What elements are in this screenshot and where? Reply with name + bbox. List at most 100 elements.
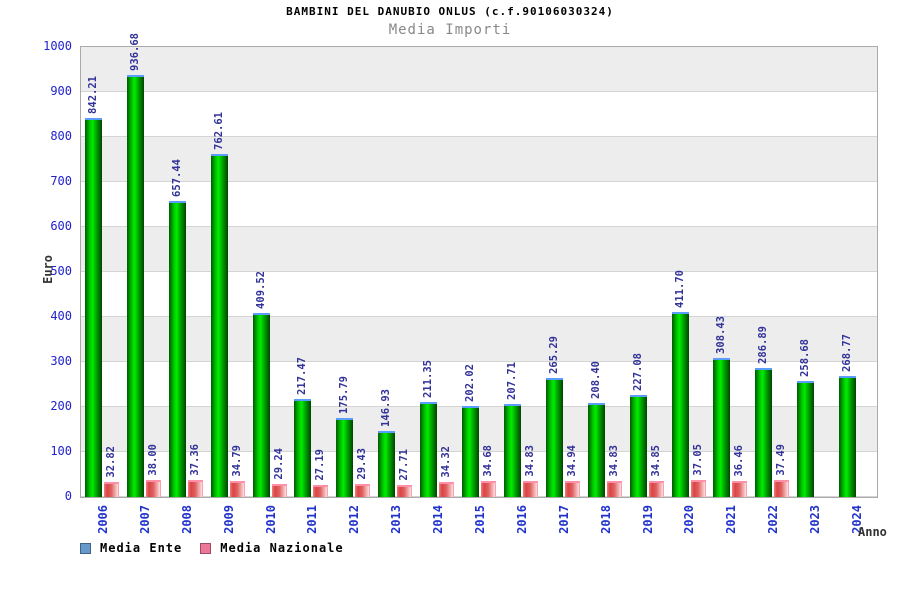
y-tick-label: 800 <box>50 129 72 143</box>
bar-group: 409.52 29.24 2010 <box>249 47 291 534</box>
bar-value-label-nazionale: 29.24 <box>272 448 285 480</box>
legend-item-media-nazionale: Media Nazionale <box>200 541 343 555</box>
bar-value-label-ente: 146.93 <box>380 389 393 427</box>
bar-value-label-nazionale: 38.00 <box>146 444 159 476</box>
y-tick-label: 900 <box>50 84 72 98</box>
bar-value-label-ente: 286.89 <box>757 326 770 364</box>
bar-value-label-ente: 411.70 <box>673 270 686 308</box>
y-axis-title: Euro <box>41 255 55 284</box>
bar-media-nazionale <box>522 481 538 497</box>
bar-value-label-nazionale: 34.68 <box>482 445 495 477</box>
x-tick-label: 2020 <box>682 505 697 534</box>
bar-media-ente <box>797 381 815 497</box>
x-tick-label: 2017 <box>556 505 571 534</box>
bar-group: 217.47 27.19 2011 <box>290 47 332 534</box>
bar-value-label-ente: 268.77 <box>841 334 854 372</box>
bar-group: 146.93 27.71 2013 <box>374 47 416 534</box>
x-tick-label: 2008 <box>179 505 194 534</box>
bar-media-ente <box>629 395 647 497</box>
bar-media-nazionale <box>271 484 287 497</box>
bar-value-label-nazionale: 34.83 <box>607 445 620 477</box>
bar-media-ente <box>210 154 228 497</box>
media-nazionale-swatch <box>200 542 212 554</box>
bar-value-label-nazionale: 27.71 <box>398 449 411 481</box>
bar-value-label-ente: 258.68 <box>799 339 812 377</box>
bar-media-ente <box>462 406 480 497</box>
chart-title: BAMBINI DEL DANUBIO ONLUS (c.f.901060303… <box>286 5 614 18</box>
bar-value-label-ente: 308.43 <box>715 316 728 354</box>
y-tick-label: 1000 <box>43 39 72 53</box>
bar-group: 842.21 32.82 2006 <box>81 47 123 534</box>
y-tick-label: 700 <box>50 174 72 188</box>
bar-media-nazionale <box>732 481 748 497</box>
legend-label-media-ente: Media Ente <box>100 541 183 555</box>
bar-media-nazionale <box>774 480 790 497</box>
y-tick-label: 300 <box>50 354 72 368</box>
bar-group: 211.35 34.32 2014 <box>416 47 458 534</box>
bar-media-ente <box>252 313 270 497</box>
bar-media-ente <box>587 403 605 497</box>
bar-group: 227.08 34.85 2019 <box>626 47 668 534</box>
x-tick-label: 2015 <box>472 505 487 534</box>
media-ente-swatch <box>80 542 91 554</box>
x-tick-label: 2019 <box>640 505 655 534</box>
bar-value-label-nazionale: 34.32 <box>440 446 453 478</box>
bar-group: 265.29 34.94 2017 <box>542 47 584 534</box>
bar-group: 175.79 29.43 2012 <box>332 47 374 534</box>
bar-value-label-nazionale: 37.05 <box>691 444 704 476</box>
bar-value-label-ente: 207.71 <box>505 362 518 400</box>
bar-value-label-ente: 217.47 <box>296 357 309 395</box>
x-tick-label: 2014 <box>431 505 446 534</box>
bar-media-ente <box>126 75 144 497</box>
bar-value-label-nazionale: 34.85 <box>649 445 662 477</box>
bar-value-label-ente: 211.35 <box>422 360 435 398</box>
bar-value-label-ente: 409.52 <box>254 271 267 309</box>
bar-media-ente <box>503 404 521 497</box>
x-tick-label: 2012 <box>347 505 362 534</box>
bar-value-label-nazionale: 34.83 <box>523 445 536 477</box>
bar-value-label-nazionale: 37.36 <box>188 444 201 476</box>
x-tick-label: 2007 <box>137 505 152 534</box>
bar-media-ente <box>336 418 354 497</box>
x-tick-label: 2009 <box>221 505 236 534</box>
legend-label-media-nazionale: Media Nazionale <box>220 541 344 555</box>
legend: Media Ente Media Nazionale <box>80 541 344 555</box>
bar-media-nazionale <box>187 480 203 497</box>
bar-media-ente <box>85 118 102 497</box>
x-tick-label: 2021 <box>724 505 739 534</box>
bar-group: 308.43 36.46 2021 <box>709 47 751 534</box>
bar-group: 411.70 37.05 2020 <box>668 47 710 534</box>
bar-media-nazionale <box>313 485 329 497</box>
bar-media-ente <box>839 376 857 497</box>
bar-group: 286.89 37.49 2022 <box>751 47 793 534</box>
bar-value-label-ente: 208.40 <box>589 361 602 399</box>
bar-media-nazionale <box>145 480 161 497</box>
bar-value-label-nazionale: 27.19 <box>314 449 327 481</box>
x-tick-label: 2010 <box>263 505 278 534</box>
plot-area: 842.21 32.82 2006 936.68 38.00 2007 657.44 37.3… <box>80 33 878 534</box>
x-axis-title: Anno <box>858 525 887 539</box>
bar-group: 936.68 38.00 2007 <box>123 33 165 534</box>
x-tick-label: 2011 <box>305 505 320 534</box>
bar-media-nazionale <box>648 481 664 497</box>
bar-value-label-ente: 175.79 <box>338 376 351 414</box>
bar-media-ente <box>671 312 689 497</box>
bar-group: 258.68 2023 <box>793 47 835 534</box>
bar-group: 202.02 34.68 2015 <box>458 47 500 534</box>
bar-media-ente <box>545 378 563 497</box>
bar-media-ente <box>713 358 731 497</box>
legend-item-media-ente: Media Ente <box>80 541 182 555</box>
x-tick-label: 2018 <box>598 505 613 534</box>
bar-value-label-ente: 657.44 <box>170 159 183 197</box>
bar-media-nazionale <box>397 485 413 497</box>
bar-group: 657.44 37.36 2008 <box>165 47 207 534</box>
x-tick-label: 2006 <box>95 505 110 534</box>
bar-media-ente <box>755 368 773 497</box>
bar-media-nazionale <box>564 481 580 497</box>
x-tick-label: 2022 <box>766 505 781 534</box>
x-tick-label: 2016 <box>514 505 529 534</box>
bar-value-label-nazionale: 37.49 <box>775 444 788 476</box>
bar-media-ente <box>168 201 186 497</box>
bar-value-label-nazionale: 34.94 <box>565 445 578 477</box>
bar-group: 208.40 34.83 2018 <box>584 47 626 534</box>
